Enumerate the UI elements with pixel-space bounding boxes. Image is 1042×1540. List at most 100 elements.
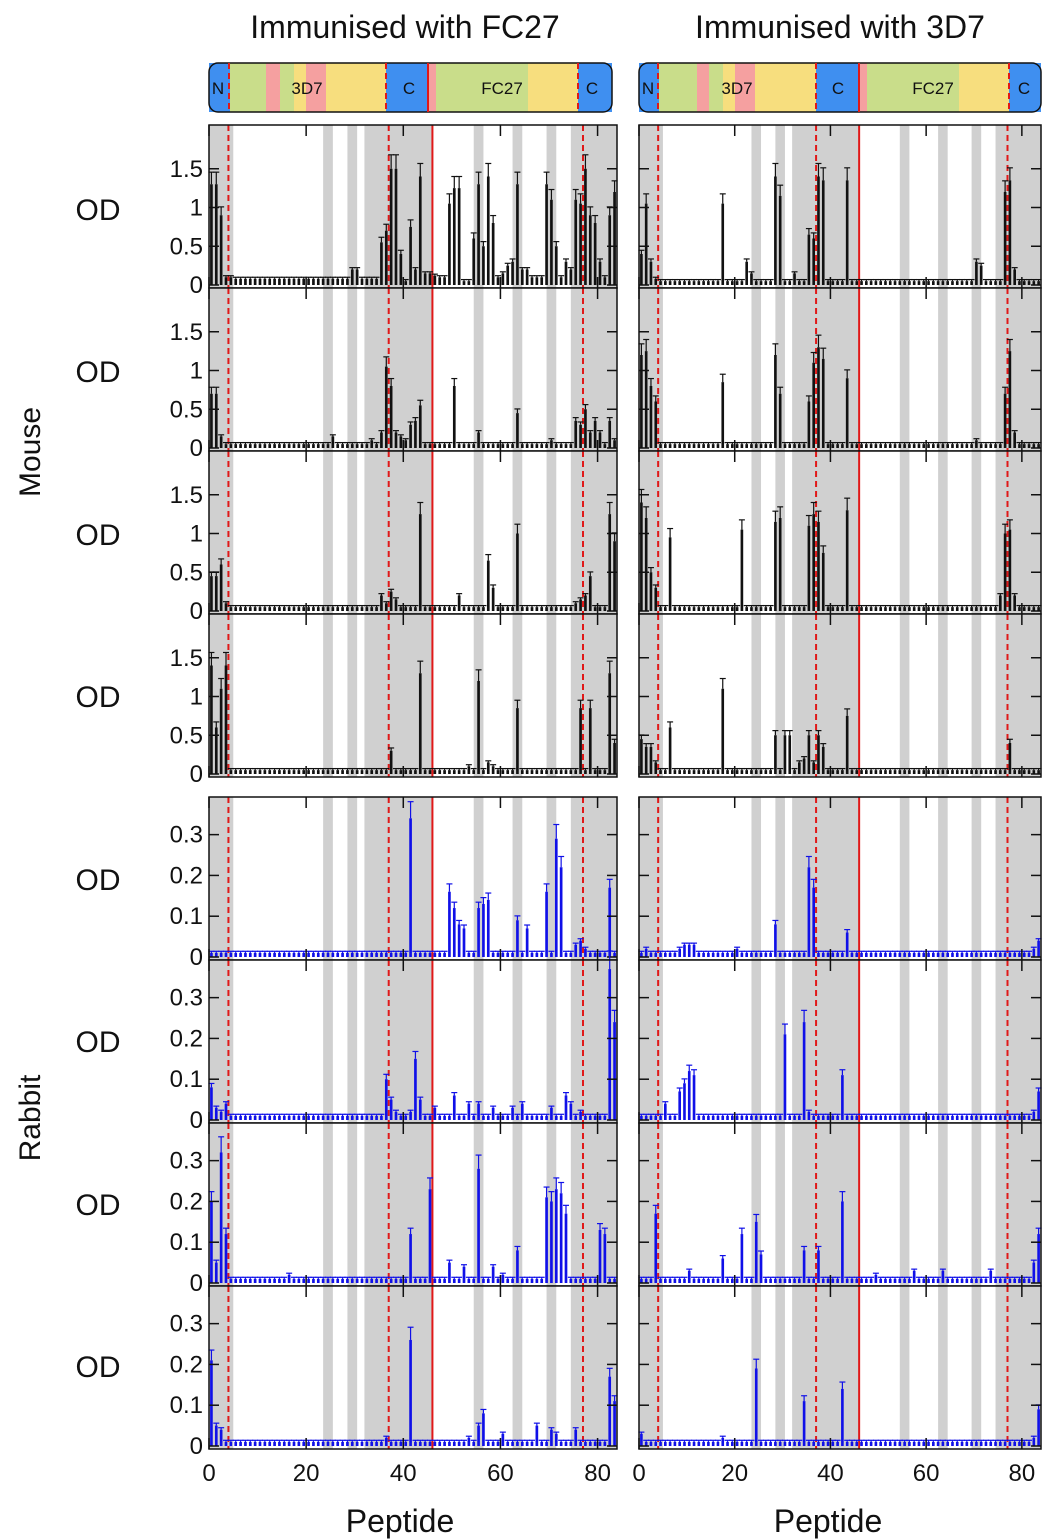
data-bar [516,1115,519,1120]
data-bar [912,770,916,774]
construct-block-n [639,63,659,112]
shaded-region [546,1286,557,1449]
data-bar [860,952,863,957]
data-bar [707,1278,710,1283]
data-bar [893,1115,897,1120]
shaded-region [639,960,663,1123]
data-bar [545,770,548,774]
data-bar [312,444,315,448]
data-bar [540,770,544,774]
data-bar [865,444,868,448]
data-bar [989,1115,993,1120]
data-bar [836,444,839,448]
data-bar [214,576,218,611]
construct-diagram-right: N 3D7 C FC27 C [638,62,1042,113]
shaded-region [473,797,484,960]
data-bar [955,1115,959,1120]
data-bar [941,444,945,448]
data-bar [360,952,364,957]
y-tick-label: 0.2 [170,1351,203,1378]
data-bar [927,281,930,285]
data-bar [659,607,662,611]
data-bar [769,444,772,448]
construct-region-fc27-green-1 [867,63,959,112]
data-bar [975,1115,978,1120]
data-bar [960,281,964,285]
data-bar [946,770,949,774]
data-bar [491,223,495,285]
data-bar [750,1441,753,1446]
data-bar [922,444,926,448]
data-bar [855,607,859,611]
data-bar [798,762,801,774]
data-bar [346,444,349,448]
data-bar [697,281,701,285]
data-bar [869,770,873,774]
data-bar [960,1115,964,1120]
x-tick-label: 20 [721,1460,748,1487]
data-bar [331,952,335,957]
data-bar [598,952,602,957]
data-bar [802,1401,806,1446]
data-bar [496,952,500,957]
data-bar [409,1111,412,1120]
data-bar [482,903,485,957]
mouse-panel-3d7-1 [638,124,1042,289]
y-tick-label: 0 [190,944,203,971]
data-bar [922,952,926,957]
data-bar [418,1278,422,1283]
data-bar [836,770,839,774]
data-bar [668,952,672,957]
data-bar [554,770,558,774]
data-bar [903,952,906,957]
data-bar [603,1115,607,1120]
x-tick-label: 40 [817,1460,844,1487]
data-bar [540,952,544,957]
data-bar [472,607,476,611]
data-bar [525,444,529,448]
data-bar [769,770,772,774]
data-bar [649,386,653,448]
data-bar [433,607,437,611]
data-bar [898,281,902,285]
data-bar [482,607,485,611]
data-bar [869,607,873,611]
data-bar [239,1115,242,1120]
data-bar [292,278,296,285]
data-bar [268,1115,272,1120]
data-bar [759,1441,763,1446]
x-tick-label: 0 [202,1460,215,1487]
data-bar [836,1441,839,1446]
data-bar [326,952,330,957]
data-bar [443,770,446,774]
y-tick-label: 0 [190,272,203,299]
data-bar [999,595,1002,611]
mouse-panel-fc27-2: 00.511.5 [170,287,618,462]
data-bar [869,1115,873,1120]
data-bar [860,1441,863,1446]
data-bar [721,382,725,448]
data-bar [428,444,432,448]
data-bar [550,1107,553,1120]
data-bar [783,1034,787,1120]
data-bar [501,770,505,774]
shaded-region [512,1286,523,1449]
data-bar [520,444,524,448]
y-tick-label: 1 [190,521,203,548]
x-tick-label: 20 [293,1460,320,1487]
y-tick-label: 1 [190,684,203,711]
shaded-region [347,125,358,288]
data-bar [418,673,422,774]
y-tick-label: 1 [190,195,203,222]
shaded-region [775,1286,785,1449]
data-bar [593,770,597,774]
data-bar [735,1278,739,1283]
data-bar [360,444,364,448]
data-bar [683,281,686,285]
data-bar [654,278,658,285]
data-bar [326,607,330,611]
data-bar [702,281,705,285]
od-label-5: OD [76,864,121,897]
data-bar [501,1274,505,1283]
shaded-region [323,451,333,614]
